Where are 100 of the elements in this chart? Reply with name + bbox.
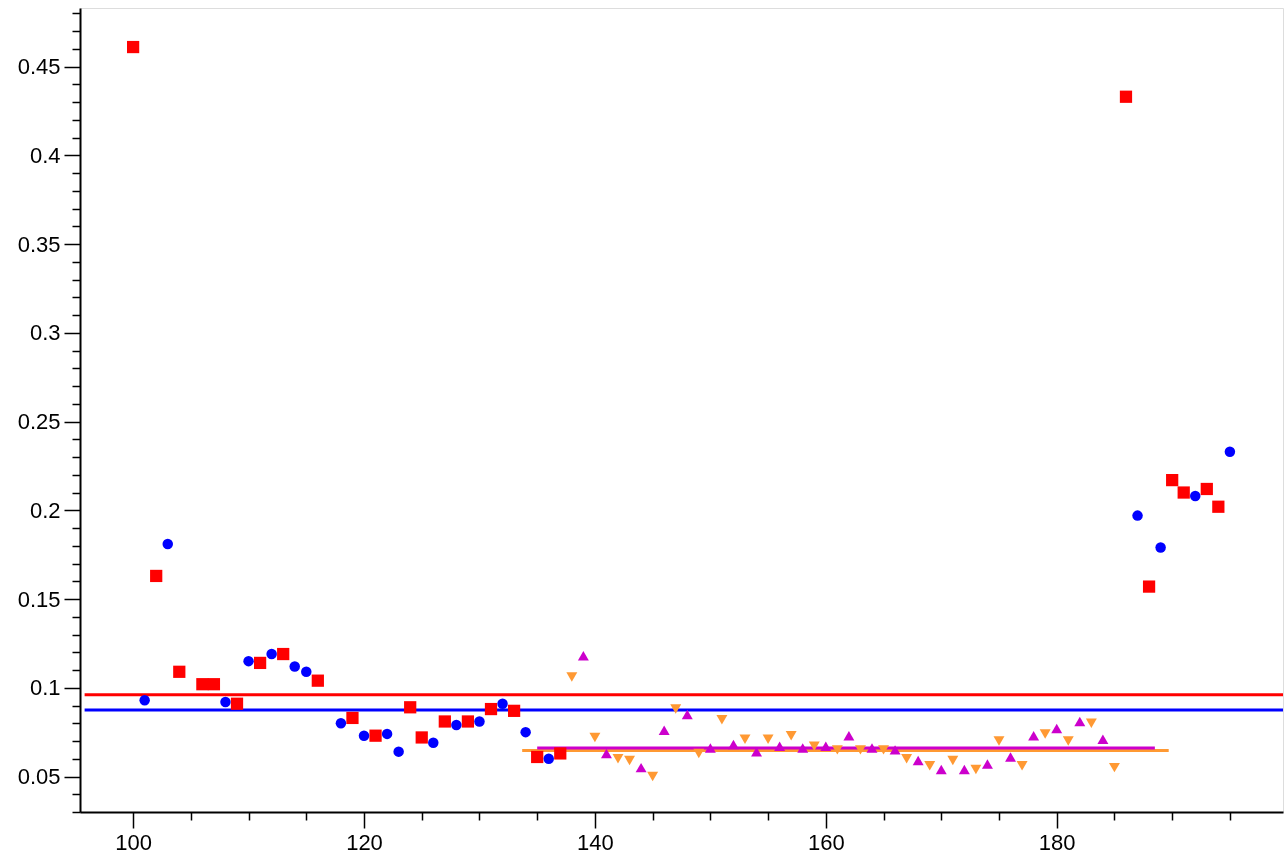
point bbox=[993, 736, 1005, 746]
point bbox=[1074, 716, 1086, 727]
point bbox=[1039, 729, 1051, 739]
point bbox=[520, 726, 531, 738]
point bbox=[150, 569, 163, 583]
point bbox=[1142, 580, 1156, 593]
point bbox=[843, 730, 855, 741]
point bbox=[543, 753, 554, 764]
point bbox=[451, 719, 462, 731]
y-tick-label: 0.1 bbox=[29, 675, 61, 701]
point bbox=[970, 764, 982, 775]
point bbox=[220, 696, 231, 708]
point bbox=[393, 746, 404, 757]
point bbox=[889, 745, 901, 755]
point bbox=[1224, 446, 1236, 457]
point bbox=[381, 728, 393, 740]
point bbox=[647, 771, 659, 782]
point bbox=[335, 718, 347, 729]
point bbox=[253, 656, 267, 670]
point bbox=[1016, 761, 1028, 771]
point bbox=[1177, 486, 1190, 499]
point bbox=[415, 731, 428, 744]
point bbox=[230, 697, 244, 710]
point bbox=[1062, 736, 1074, 746]
point bbox=[301, 666, 312, 678]
point bbox=[1108, 762, 1120, 773]
point bbox=[566, 672, 578, 682]
point bbox=[311, 674, 324, 687]
point bbox=[854, 745, 866, 755]
point bbox=[1119, 90, 1133, 103]
point bbox=[173, 665, 186, 678]
point bbox=[1190, 490, 1201, 502]
point bbox=[727, 739, 739, 750]
point bbox=[947, 755, 959, 766]
point bbox=[797, 743, 809, 753]
x-tick-label: 160 bbox=[807, 829, 845, 851]
point bbox=[831, 745, 843, 755]
point bbox=[785, 730, 797, 741]
y-tick-label: 0.45 bbox=[17, 54, 61, 80]
point bbox=[635, 762, 647, 773]
point bbox=[612, 754, 624, 764]
point bbox=[1051, 723, 1063, 734]
point bbox=[207, 678, 221, 691]
point bbox=[507, 704, 521, 717]
point bbox=[658, 725, 670, 736]
point bbox=[497, 698, 508, 709]
point bbox=[981, 759, 993, 769]
y-tick-label: 0.2 bbox=[29, 497, 61, 523]
point bbox=[438, 715, 451, 728]
point bbox=[716, 714, 728, 725]
point bbox=[1155, 542, 1166, 553]
point bbox=[670, 704, 682, 714]
point bbox=[589, 732, 601, 743]
point bbox=[369, 729, 382, 742]
y-tick-label: 0.4 bbox=[29, 142, 61, 168]
y-tick-label: 0.3 bbox=[29, 320, 61, 346]
point bbox=[289, 661, 300, 672]
point bbox=[196, 678, 209, 691]
point bbox=[935, 764, 947, 775]
y-tick-label: 0.35 bbox=[17, 231, 61, 257]
point bbox=[266, 648, 277, 660]
point bbox=[600, 748, 612, 759]
point bbox=[461, 715, 475, 728]
x-tick-label: 180 bbox=[1038, 829, 1076, 851]
point bbox=[1097, 734, 1109, 744]
point bbox=[1200, 482, 1213, 496]
point bbox=[774, 741, 786, 752]
point bbox=[126, 40, 140, 54]
point bbox=[1132, 510, 1143, 521]
point bbox=[1166, 473, 1179, 487]
point bbox=[474, 716, 485, 727]
point bbox=[693, 748, 705, 759]
point bbox=[139, 694, 150, 706]
y-tick-label: 0.25 bbox=[17, 409, 61, 435]
point bbox=[346, 711, 359, 725]
y-tick-label: 0.15 bbox=[17, 586, 61, 612]
point bbox=[901, 754, 913, 764]
point bbox=[820, 741, 832, 752]
point bbox=[162, 538, 173, 550]
point bbox=[404, 701, 417, 714]
point bbox=[1212, 500, 1225, 513]
point bbox=[681, 709, 693, 720]
point bbox=[358, 730, 370, 741]
x-tick-label: 120 bbox=[346, 829, 383, 851]
y-tick-label: 0.05 bbox=[17, 764, 61, 789]
point bbox=[1028, 730, 1040, 741]
x-tick-label: 100 bbox=[115, 829, 152, 851]
point bbox=[762, 734, 774, 744]
point bbox=[912, 755, 924, 766]
point bbox=[577, 651, 589, 661]
point bbox=[531, 750, 544, 764]
point bbox=[554, 747, 567, 760]
point bbox=[739, 734, 751, 744]
point bbox=[704, 743, 716, 753]
point bbox=[924, 761, 936, 771]
point bbox=[866, 743, 878, 753]
point bbox=[277, 647, 290, 661]
point bbox=[878, 745, 890, 755]
point bbox=[428, 737, 439, 749]
point bbox=[1005, 752, 1017, 762]
